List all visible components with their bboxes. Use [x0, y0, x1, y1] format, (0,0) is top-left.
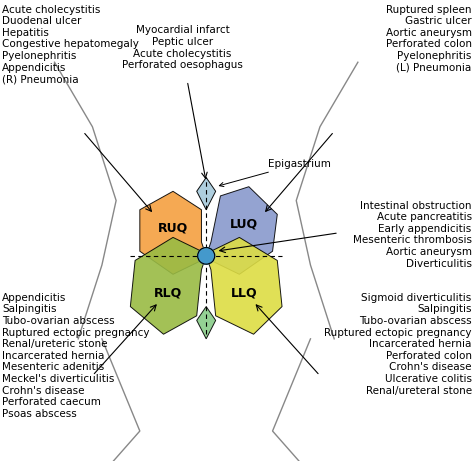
Polygon shape: [130, 237, 206, 334]
Text: Sigmoid diverticulitis
Salpingitis
Tubo-ovarian abscess
Ruptured ectopic pregnan: Sigmoid diverticulitis Salpingitis Tubo-…: [324, 293, 472, 396]
Text: Acute cholecystitis
Duodenal ulcer
Hepatitis
Congestive hepatomegaly
Pyelonephri: Acute cholecystitis Duodenal ulcer Hepat…: [2, 5, 139, 84]
Polygon shape: [197, 177, 216, 210]
Text: Appendicitis
Salpingitis
Tubo-ovarian abscess
Ruptured ectopic pregnancy
Renal/u: Appendicitis Salpingitis Tubo-ovarian ab…: [2, 293, 150, 419]
Text: RUQ: RUQ: [158, 222, 188, 235]
Text: Intestinal obstruction
Acute pancreatitis
Early appendicitis
Mesenteric thrombos: Intestinal obstruction Acute pancreatiti…: [353, 201, 472, 269]
Polygon shape: [140, 191, 206, 274]
Text: LLQ: LLQ: [231, 286, 257, 299]
Text: RLQ: RLQ: [154, 286, 182, 299]
Polygon shape: [197, 307, 216, 339]
Text: Epigastrium: Epigastrium: [219, 159, 331, 187]
Circle shape: [198, 248, 215, 264]
Polygon shape: [206, 237, 282, 334]
Text: Ruptured spleen
Gastric ulcer
Aortic aneurysm
Perforated colon
Pyelonephritis
(L: Ruptured spleen Gastric ulcer Aortic ane…: [386, 5, 472, 73]
Text: LUQ: LUQ: [230, 217, 258, 230]
Text: Myocardial infarct
Peptic ulcer
Acute cholecystitis
Perforated oesophagus: Myocardial infarct Peptic ulcer Acute ch…: [122, 25, 243, 70]
Polygon shape: [206, 187, 277, 274]
